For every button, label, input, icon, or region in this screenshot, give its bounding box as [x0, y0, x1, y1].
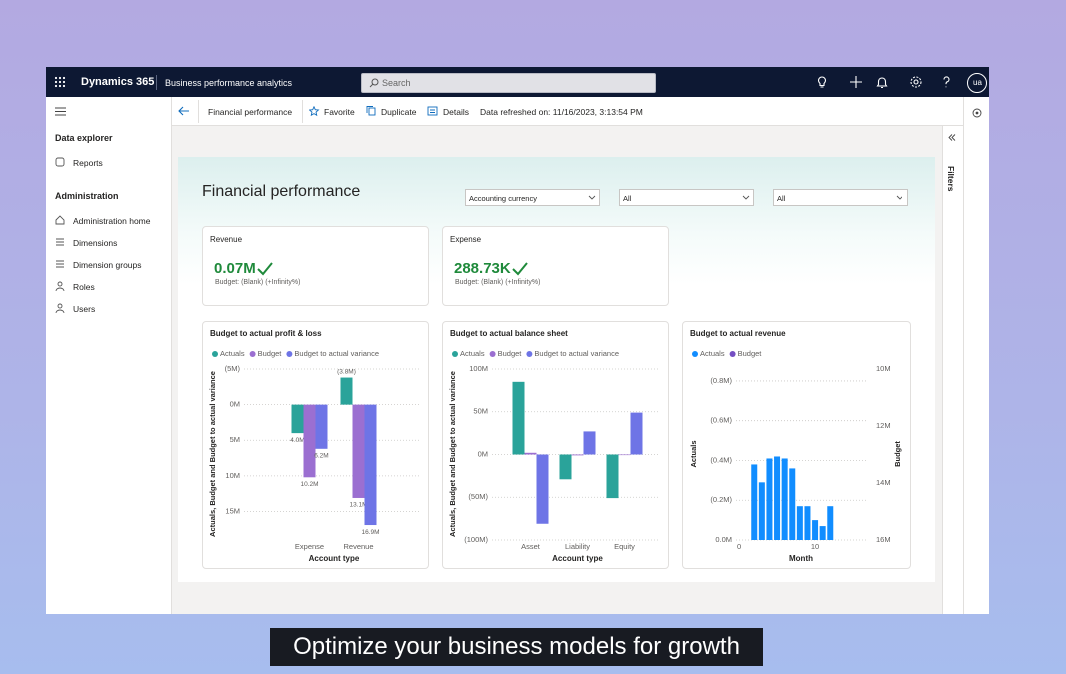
slicer-value: Accounting currency	[469, 194, 537, 203]
action[interactable]: Favorite	[324, 107, 355, 117]
slicer-value: All	[623, 194, 632, 203]
slicer[interactable]	[619, 189, 754, 206]
brand: Dynamics 365	[81, 76, 155, 88]
avatar-initials: ua	[973, 78, 982, 87]
page-name: Financial performance	[208, 107, 293, 117]
search-box[interactable]	[361, 73, 656, 93]
filters-pane[interactable]	[942, 126, 963, 614]
chart-card	[682, 321, 911, 569]
filters-label: Filters	[946, 166, 956, 192]
back-button[interactable]	[178, 106, 190, 116]
chart-card	[202, 321, 429, 569]
separator	[302, 100, 303, 123]
separator	[156, 75, 157, 90]
top-icons[interactable]	[815, 74, 965, 90]
avatar[interactable]	[967, 73, 987, 93]
nav-item[interactable]: Administration home	[73, 216, 151, 226]
slicer-chevrons	[588, 195, 902, 200]
nav-item[interactable]: Dimension groups	[73, 260, 142, 270]
nav-item[interactable]: Users	[73, 304, 96, 314]
command-bar	[172, 97, 963, 126]
action[interactable]: Details	[443, 107, 469, 117]
chart-card	[442, 321, 669, 569]
search-placeholder: Search	[382, 78, 411, 88]
left-nav	[46, 97, 172, 614]
kpi-card	[202, 226, 429, 306]
kpi-card	[442, 226, 669, 306]
kpi-value-row: 288.73K	[454, 260, 528, 277]
check-icon	[256, 261, 273, 275]
nav-item[interactable]: Reports	[73, 158, 103, 168]
kpi-value: 288.73K	[454, 260, 511, 277]
kpi-value-row: 0.07M	[214, 260, 273, 277]
nav-item[interactable]: Dimensions	[73, 238, 118, 248]
check-icon	[512, 261, 528, 275]
module-name: Business performance analytics	[165, 78, 293, 88]
slicer[interactable]	[773, 189, 908, 206]
side-icon[interactable]	[972, 108, 982, 118]
kpi-title: Expense	[450, 235, 482, 244]
kpi-budget: Budget: (Blank) (+Infinity%)	[215, 279, 301, 286]
kpi-value: 0.07M	[214, 260, 256, 277]
expand-icon[interactable]	[948, 134, 956, 141]
nav-icons	[55, 157, 65, 314]
slicer-value: All	[777, 194, 786, 203]
app-launcher[interactable]	[54, 76, 66, 88]
kpi-title: Revenue	[210, 235, 243, 244]
nav-section-title: Administration	[55, 191, 119, 201]
nav-item[interactable]: Roles	[73, 282, 95, 292]
caption: Optimize your business models for growth	[293, 633, 740, 660]
action-icons	[309, 106, 438, 117]
kpi-budget: Budget: (Blank) (+Infinity%)	[455, 279, 541, 286]
nav-section-title: Data explorer	[55, 133, 113, 143]
report-title: Financial performance	[202, 183, 361, 200]
side-strip	[963, 97, 989, 614]
action[interactable]: Duplicate	[381, 107, 417, 117]
caption-box	[270, 628, 763, 666]
refresh-info: Data refreshed on: 11/16/2023, 3:13:54 P…	[480, 107, 643, 117]
slicer[interactable]	[465, 189, 600, 206]
search-icon	[369, 78, 379, 88]
menu-toggle[interactable]	[55, 107, 66, 116]
separator	[198, 100, 199, 123]
